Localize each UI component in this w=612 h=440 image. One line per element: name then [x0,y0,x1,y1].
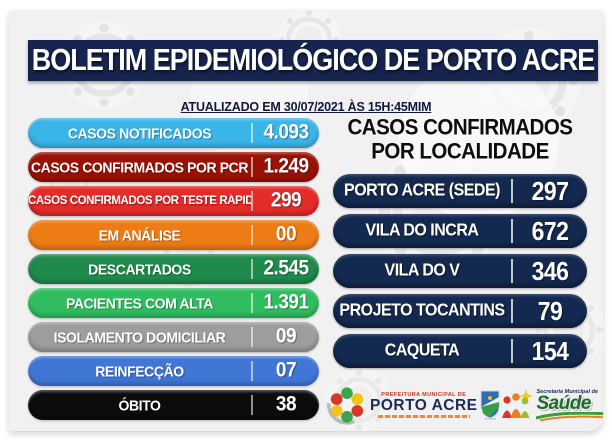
stat-label: DESCARTADOS [88,260,191,278]
locality-label: CAQUETA [384,341,460,360]
saude-text: Secretaria Municipal de Saúde [536,389,603,421]
locality-row-vila-do-incra: VILA DO INCRA 672 [333,214,587,248]
locality-list: PORTO ACRE (SEDE) 297 VILA DO INCRA 672 … [333,174,587,368]
footer-logos: PREFEITURA MUNICIPAL DE PORTO ACRE [327,382,603,428]
prefeitura-text: PREFEITURA MUNICIPAL DE PORTO ACRE [370,392,477,418]
divider [251,327,253,347]
divider [251,157,253,177]
swoosh-icon [536,412,603,421]
stat-row-pacientes-com-alta: PACIENTES COM ALTA 1.391 [28,288,319,318]
stat-row-confirmados-teste-rapido: CASOS CONFIRMADOS POR TESTE RÁPIDO 299 [28,186,319,216]
pinwheel-icon [327,387,364,425]
prefeitura-slogan-bar [377,414,470,418]
locality-value: 346 [531,255,569,285]
stat-label: ISOLAMENTO DOMICILIAR [53,328,226,346]
bulletin-card: BOLETIM EPIDEMIOLÓGICO DE PORTO ACRE ATU… [9,10,603,431]
coat-of-arms-icon [480,390,500,420]
stat-label: PACIENTES COM ALTA [65,294,214,312]
saude-logo: Secretaria Municipal de Saúde [500,388,603,422]
locality-panel: CASOS CONFIRMADOS POR LOCALIDADE PORTO A… [333,114,587,374]
locality-row-caqueta: CAQUETA 154 [333,334,587,368]
stat-row-casos-notificados: CASOS NOTIFICADOS 4.093 [28,118,319,148]
prefeitura-name: PORTO ACRE [370,397,478,415]
divider [511,259,513,283]
stat-value: 2.545 [263,256,309,280]
divider [511,299,513,323]
locality-value: 672 [531,215,569,245]
locality-value: 79 [537,295,563,325]
stat-value: 4.093 [263,120,309,144]
page-title: BOLETIM EPIDEMIOLÓGICO DE PORTO ACRE [31,43,596,77]
stat-label: CASOS CONFIRMADOS POR PCR [30,158,249,176]
divider [251,293,253,313]
divider [251,259,253,279]
prefeitura-small-label: PREFEITURA MUNICIPAL DE [381,392,467,399]
locality-heading-line1: CASOS CONFIRMADOS [347,114,573,140]
divider [511,219,513,243]
locality-label: VILA DO V [384,261,460,280]
divider [251,361,253,381]
stat-label: REINFECÇÃO [95,362,184,380]
people-icon [502,389,534,418]
stat-row-reinfeccao: REINFECÇÃO 07 [28,356,319,386]
divider [251,123,253,143]
stat-label: EM ANÁLISE [98,226,181,244]
update-line: ATUALIZADO EM 30/07/2021 ÀS 15H:45MIM [180,100,432,114]
stat-row-isolamento-domiciliar: ISOLAMENTO DOMICILIAR 09 [28,322,319,352]
saude-name: Saúde [536,393,592,414]
locality-heading-line2: POR LOCALIDADE [371,138,549,165]
locality-row-projeto-tocantins: PROJETO TOCANTINS 79 [333,294,587,328]
stats-list: CASOS NOTIFICADOS 4.093 CASOS CONFIRMADO… [28,118,319,424]
divider [511,339,513,363]
stat-value: 07 [275,358,297,382]
divider [251,225,253,245]
saude-small-label: Secretaria Municipal de [536,389,598,395]
stat-value: 00 [275,222,297,246]
locality-label: VILA DO INCRA [365,221,479,240]
stat-value: 38 [275,392,297,416]
stat-value: 09 [275,324,297,348]
prefeitura-logo: PREFEITURA MUNICIPAL DE PORTO ACRE [327,385,500,425]
locality-label: PORTO ACRE (SEDE) [344,181,500,200]
locality-row-porto-acre-sede: PORTO ACRE (SEDE) 297 [333,174,587,208]
stat-row-descartados: DESCARTADOS 2.545 [28,254,319,284]
locality-value: 297 [531,175,569,205]
stat-label: CASOS CONFIRMADOS POR TESTE RÁPIDO [28,194,251,208]
stat-row-obito: ÓBITO 38 [28,390,319,420]
stat-label: ÓBITO [118,396,161,414]
divider [251,395,253,415]
locality-label: PROJETO TOCANTINS [339,301,505,320]
locality-heading: CASOS CONFIRMADOS POR LOCALIDADE [333,114,587,165]
divider [251,191,253,211]
locality-value: 154 [531,335,569,365]
stat-value: 1.391 [263,290,309,314]
stat-value: 1.249 [263,154,309,178]
stat-label: CASOS NOTIFICADOS [67,124,212,142]
divider [511,179,513,203]
stat-value: 299 [270,188,302,212]
stat-row-confirmados-pcr: CASOS CONFIRMADOS POR PCR 1.249 [28,152,319,182]
locality-row-vila-do-v: VILA DO V 346 [333,254,587,288]
title-banner: BOLETIM EPIDEMIOLÓGICO DE PORTO ACRE [28,40,598,81]
stat-row-em-analise: EM ANÁLISE 00 [28,220,319,250]
